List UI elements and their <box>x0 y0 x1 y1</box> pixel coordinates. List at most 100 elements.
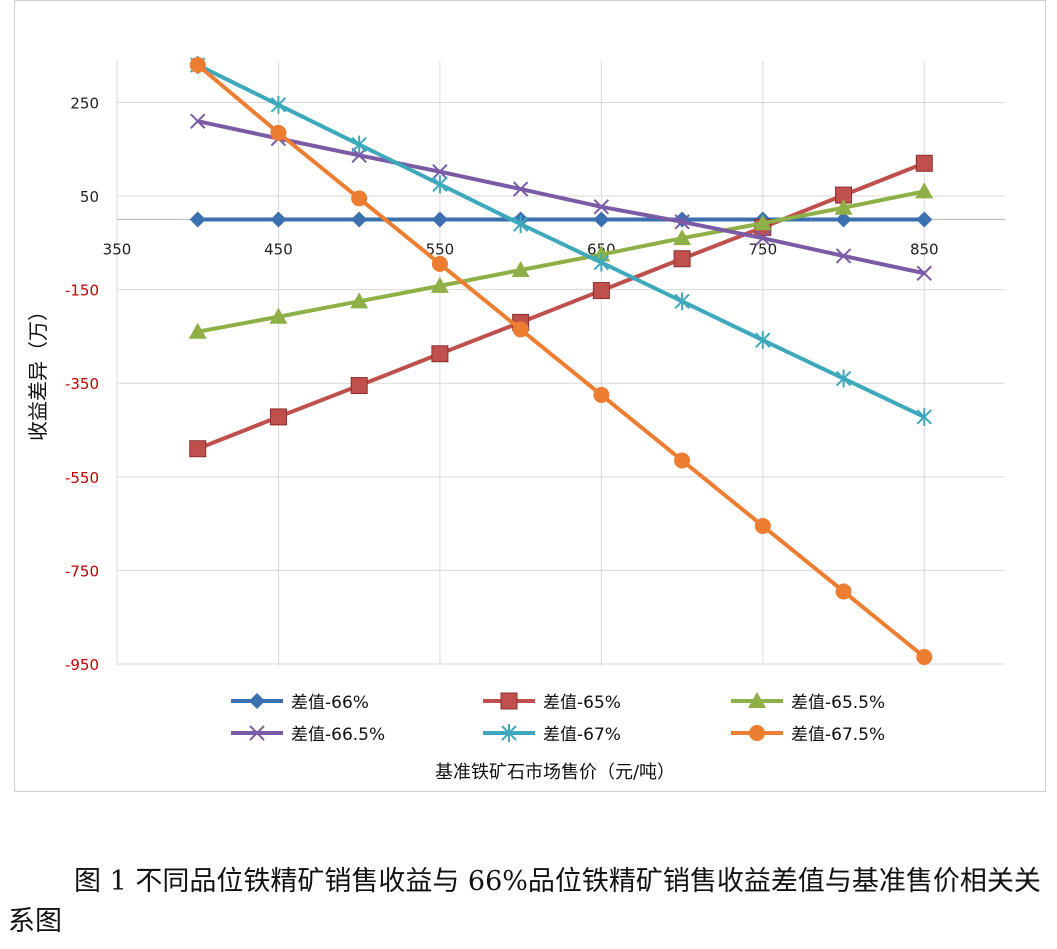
data-point <box>674 292 690 311</box>
y-tick-label: -750 <box>65 562 99 580</box>
data-point <box>673 250 691 268</box>
line-chart: 25050-150-350-550-750-950350450550650750… <box>26 56 1005 783</box>
series-line <box>197 189 925 334</box>
legend-item: 差值-66% <box>231 693 369 713</box>
y-tick-label: -150 <box>65 282 99 300</box>
data-point <box>350 292 369 309</box>
series-line <box>197 119 925 276</box>
data-point <box>916 407 932 426</box>
data-point <box>593 386 610 403</box>
y-tick-label: -350 <box>65 375 99 393</box>
legend-label: 差值-67.5% <box>791 725 885 745</box>
data-point <box>592 282 610 300</box>
data-point <box>916 211 933 228</box>
data-point <box>674 214 690 230</box>
figure-caption-text: 图 1 不同品位铁精矿销售收益与 66%品位铁精矿销售收益差值与基准售价相关关系… <box>8 866 1041 937</box>
data-point <box>431 345 449 363</box>
x-tick-label: 350 <box>103 240 132 258</box>
x-tick-label: 850 <box>910 240 939 258</box>
data-point <box>674 452 691 469</box>
data-point <box>351 147 367 164</box>
chart-frame: 25050-150-350-550-750-950350450550650750… <box>14 0 1046 792</box>
x-axis-title: 基准铁矿石市场售价（元/吨） <box>435 762 675 783</box>
data-point <box>835 369 852 388</box>
data-point <box>754 517 771 534</box>
series-4 <box>190 113 932 281</box>
y-tick-label: -550 <box>65 469 99 487</box>
legend-marker <box>249 693 265 709</box>
data-point <box>189 211 206 228</box>
series-2 <box>189 154 933 458</box>
legend-label: 差值-66% <box>291 693 369 713</box>
data-point <box>512 215 529 234</box>
legend-item: 差值-66.5% <box>231 725 385 745</box>
data-point <box>269 408 287 426</box>
legend-label: 差值-65.5% <box>791 693 885 713</box>
data-point <box>432 175 448 194</box>
data-point <box>593 253 610 272</box>
legend-marker <box>249 725 265 741</box>
series-line <box>196 63 926 659</box>
data-point <box>512 321 529 338</box>
data-point <box>511 260 530 277</box>
legend-layer: 差值-66% 差值-65% 差值-65.5% 差值-66.5% 差值-67% 差值-67.… <box>231 692 885 745</box>
legend-item: 差值-65.5% <box>731 692 885 713</box>
data-point <box>835 583 852 600</box>
legend-item: 差值-67.5% <box>731 725 885 745</box>
legend-marker <box>501 724 517 742</box>
x-tick-label: 450 <box>264 240 293 258</box>
series-line <box>196 63 926 419</box>
data-point <box>188 322 207 339</box>
data-point <box>350 377 368 395</box>
series-line <box>196 161 926 451</box>
y-tick-label: 250 <box>70 94 99 112</box>
data-point <box>512 181 529 197</box>
data-point <box>915 154 933 172</box>
series-6 <box>189 57 933 665</box>
grid-layer <box>116 61 1005 666</box>
y-axis-title: 收益差异（万） <box>26 301 50 441</box>
legend-marker <box>748 692 766 708</box>
axis-layer: 25050-150-350-550-750-950350450550650750… <box>65 94 1005 674</box>
y-tick-label: -950 <box>65 656 99 674</box>
data-point <box>270 95 287 114</box>
series-5 <box>190 56 932 426</box>
data-point <box>835 211 852 228</box>
data-point <box>431 255 448 272</box>
data-point <box>351 135 367 154</box>
data-point <box>189 57 206 74</box>
data-point <box>269 307 288 324</box>
x-tick-label: 750 <box>748 240 777 258</box>
data-point <box>593 199 610 215</box>
data-point <box>270 124 287 141</box>
data-point <box>593 211 610 228</box>
data-point <box>430 276 449 293</box>
data-point <box>432 164 448 180</box>
data-point <box>835 248 852 264</box>
y-tick-label: 50 <box>80 188 99 206</box>
series-layer <box>188 56 934 665</box>
data-point <box>834 198 853 215</box>
data-point <box>915 182 934 199</box>
legend-item: 差值-67% <box>483 724 621 745</box>
data-point <box>916 648 933 665</box>
legend-item: 差值-65% <box>483 692 621 713</box>
data-point <box>755 230 771 246</box>
data-point <box>190 113 206 129</box>
data-point <box>189 440 207 458</box>
data-point <box>270 211 287 228</box>
legend-label: 差值-67% <box>543 725 621 745</box>
legend-label: 差值-65% <box>543 693 621 713</box>
data-point <box>431 211 448 228</box>
data-point <box>755 331 771 350</box>
data-point <box>351 190 368 207</box>
figure-caption: 图 1 不同品位铁精矿销售收益与 66%品位铁精矿销售收益差值与基准售价相关关系… <box>8 862 1048 942</box>
data-point <box>916 265 932 281</box>
legend-label: 差值-66.5% <box>291 725 385 745</box>
data-point <box>673 229 692 246</box>
x-tick-label: 550 <box>426 240 455 258</box>
legend-marker <box>749 725 765 741</box>
data-point <box>351 211 368 228</box>
data-point <box>753 214 772 231</box>
legend-marker <box>500 692 518 710</box>
